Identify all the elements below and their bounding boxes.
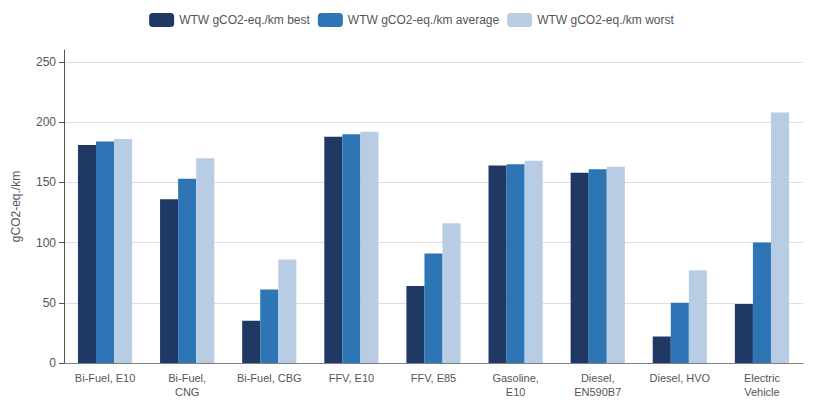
svg-text:Diesel, HVO: Diesel, HVO bbox=[650, 372, 711, 384]
svg-text:Vehicle: Vehicle bbox=[744, 386, 779, 398]
svg-text:200: 200 bbox=[36, 115, 56, 129]
svg-text:150: 150 bbox=[36, 175, 56, 189]
svg-text:Bi-Fuel,: Bi-Fuel, bbox=[168, 372, 206, 384]
svg-text:gCO2-eq./km: gCO2-eq./km bbox=[9, 171, 23, 242]
svg-text:Diesel,: Diesel, bbox=[581, 372, 615, 384]
svg-text:FFV, E10: FFV, E10 bbox=[329, 372, 374, 384]
svg-text:0: 0 bbox=[49, 356, 56, 370]
svg-text:FFV, E85: FFV, E85 bbox=[411, 372, 456, 384]
svg-text:100: 100 bbox=[36, 236, 56, 250]
svg-text:Electric: Electric bbox=[744, 372, 781, 384]
svg-text:250: 250 bbox=[36, 55, 56, 69]
svg-text:Gasoline,: Gasoline, bbox=[492, 372, 538, 384]
svg-text:E10: E10 bbox=[506, 386, 526, 398]
svg-text:WTW gCO2-eq./km average: WTW gCO2-eq./km average bbox=[348, 13, 500, 27]
svg-text:WTW gCO2-eq./km best: WTW gCO2-eq./km best bbox=[179, 13, 310, 27]
svg-text:EN590B7: EN590B7 bbox=[574, 386, 621, 398]
svg-text:Bi-Fuel, CBG: Bi-Fuel, CBG bbox=[237, 372, 302, 384]
svg-text:50: 50 bbox=[43, 296, 57, 310]
svg-text:Bi-Fuel, E10: Bi-Fuel, E10 bbox=[75, 372, 136, 384]
svg-text:CNG: CNG bbox=[175, 386, 199, 398]
svg-text:WTW gCO2-eq./km worst: WTW gCO2-eq./km worst bbox=[537, 13, 674, 27]
